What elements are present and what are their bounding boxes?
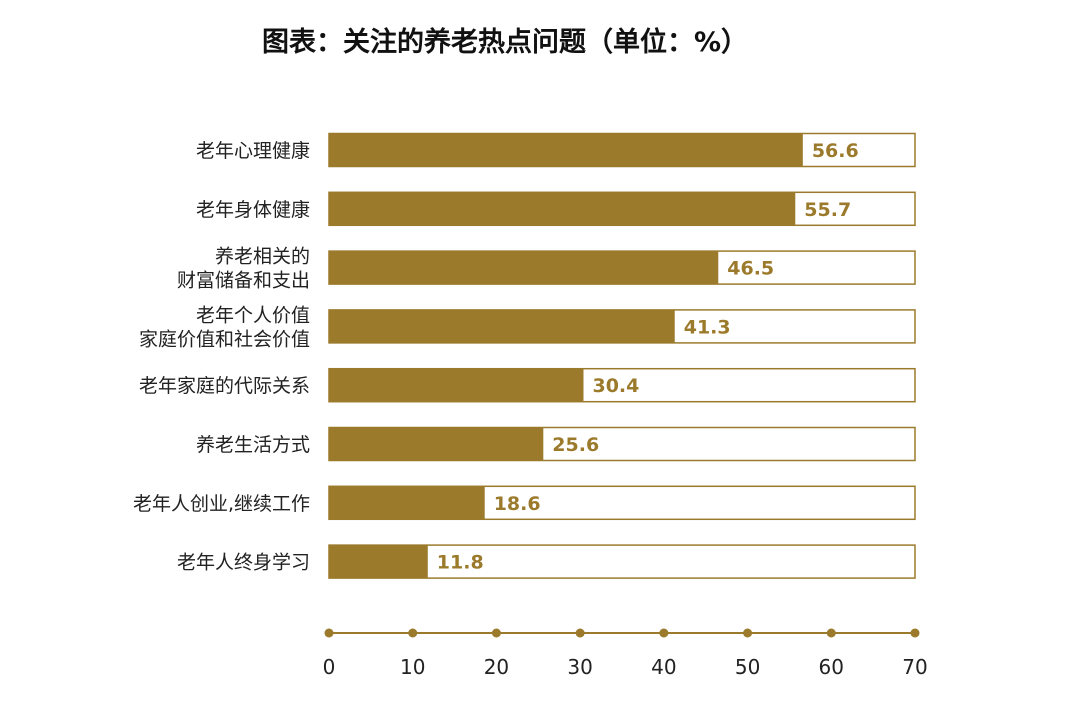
x-tick-label: 0 [323,655,336,679]
x-tick-marker [575,628,585,638]
x-tick-label: 70 [902,655,927,679]
bar-row: 25.6 养老生活方式 [196,426,916,462]
bar-row: 30.4 老年家庭的代际关系 [139,367,916,403]
bar-value-label: 18.6 [494,493,541,515]
category-label: 家庭价值和社会价值 [139,328,310,350]
x-tick-label: 30 [567,655,592,679]
x-tick-label: 50 [735,655,760,679]
x-tick-label: 10 [400,655,425,679]
bar-value-label: 56.6 [812,140,859,162]
bar-row: 56.6 老年心理健康 [196,132,916,168]
x-tick-marker [491,628,501,638]
x-tick-marker [743,628,753,638]
x-tick-label: 40 [651,655,676,679]
bar-value-label: 41.3 [684,316,731,338]
bar [329,309,675,343]
x-tick-label: 60 [819,655,844,679]
bar [329,427,544,461]
x-tick-marker [826,628,836,638]
x-tick-marker [659,628,669,638]
chart-title: 图表：关注的养老热点问题（单位：%） [262,26,748,58]
category-label: 财富储备和支出 [177,270,310,292]
category-label: 老年人终身学习 [177,552,310,574]
category-label: 老年人创业,继续工作 [133,493,310,515]
bar-row: 11.8 老年人终身学习 [177,544,916,579]
bar [329,545,428,579]
bar-row: 55.7 老年身体健康 [196,191,916,227]
category-label: 养老生活方式 [196,434,310,456]
category-label: 养老相关的 [215,246,310,268]
category-label: 老年个人价值 [196,304,310,326]
bar [329,251,719,285]
bar-value-label: 11.8 [437,552,484,574]
bar-value-label: 46.5 [727,258,774,280]
bar [329,368,584,402]
x-tick-marker [324,628,334,638]
category-label: 老年心理健康 [196,140,310,162]
bar-value-label: 25.6 [552,434,599,456]
x-tick-label: 20 [484,655,509,679]
bar-row: 18.6 老年人创业,继续工作 [133,485,916,521]
x-tick-marker [910,628,920,638]
bar [329,486,485,520]
x-axis: 0 10 20 30 40 50 60 70 [323,628,928,679]
x-tick-marker [408,628,418,638]
bar-value-label: 55.7 [804,199,851,221]
category-label: 老年身体健康 [196,199,310,221]
bar [329,133,803,167]
category-label: 老年家庭的代际关系 [139,375,310,397]
bar [329,192,796,226]
bar-value-label: 30.4 [592,375,639,397]
